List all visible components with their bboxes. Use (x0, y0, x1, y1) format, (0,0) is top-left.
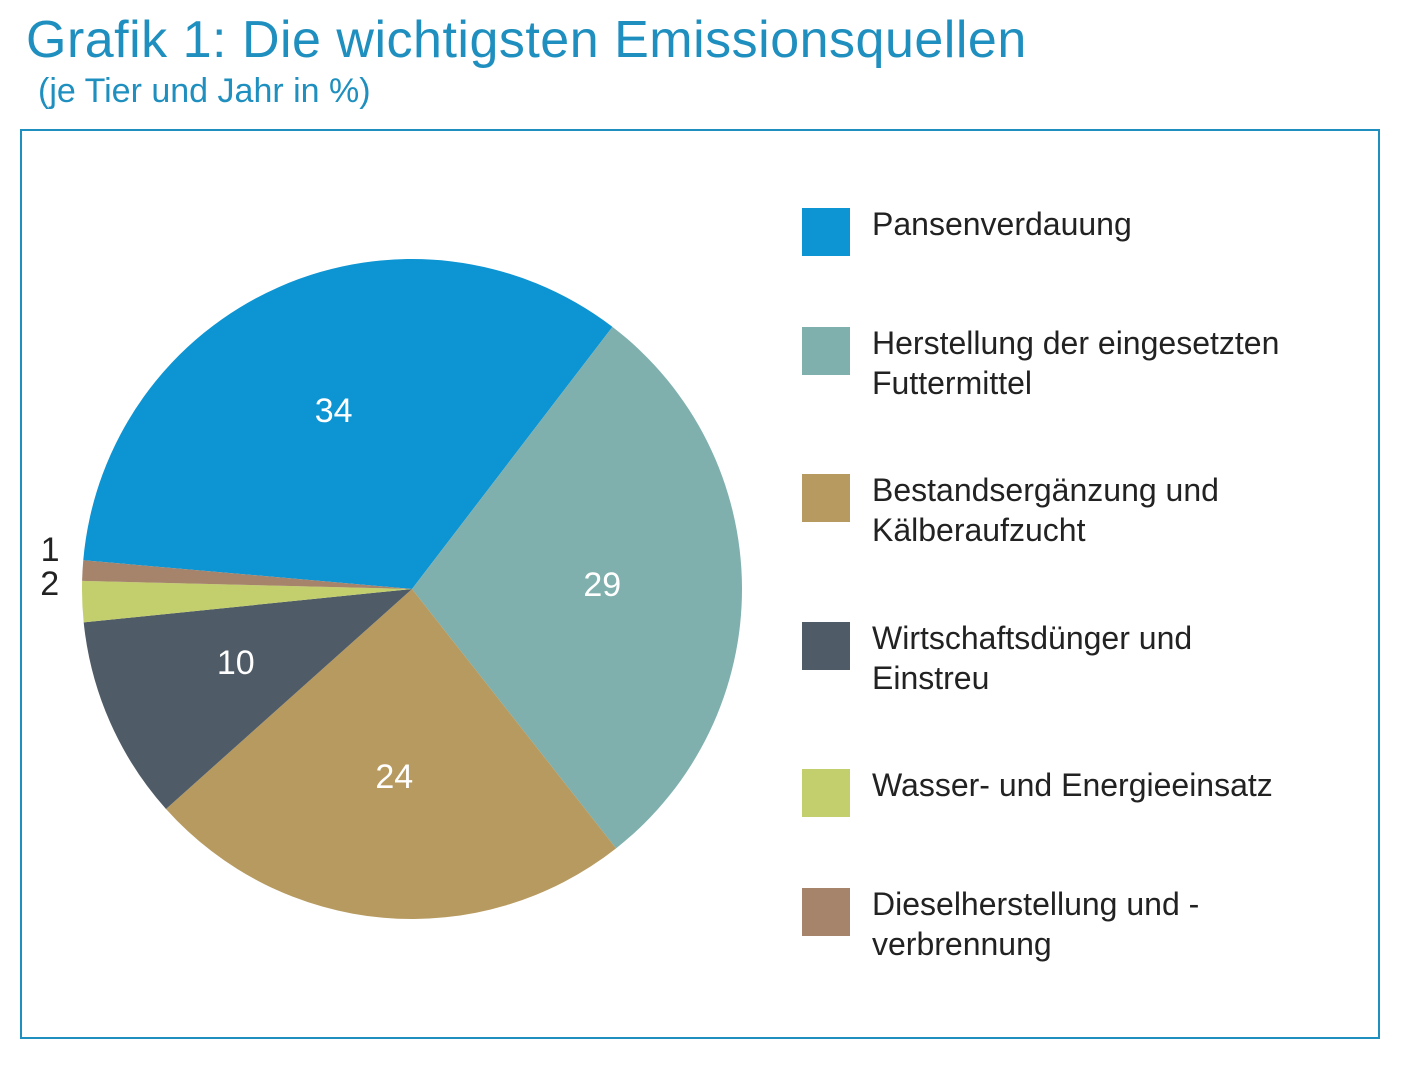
slice-value-label: 10 (217, 644, 255, 683)
chart-frame: 34 29 24 10 21 Pansenverdauung Herstellung de… (20, 129, 1380, 1039)
legend-item: Wirtschaftsdünger und Einstreu (802, 618, 1328, 698)
slice-value-label: 29 (583, 566, 621, 605)
legend-label: Wirtschaftsdünger und Einstreu (872, 618, 1292, 698)
legend-label: Bestandsergänzung und Kälberaufzucht (872, 470, 1292, 550)
legend-item: Herstellung der eingesetzten Futtermitte… (802, 323, 1328, 403)
legend-label: Pansenverdauung (872, 204, 1132, 244)
legend-item: Bestandsergänzung und Kälberaufzucht (802, 470, 1328, 550)
chart-subtitle: (je Tier und Jahr in %) (38, 72, 1382, 111)
slice-value-label: 1 (41, 531, 60, 570)
legend: Pansenverdauung Herstellung der eingesetz… (772, 194, 1338, 974)
legend-label: Dieselherstellung und -verbrennung (872, 884, 1292, 964)
slice-value-label: 2 (40, 565, 59, 604)
legend-label: Wasser- und Energieeinsatz (872, 765, 1273, 805)
legend-label: Herstellung der eingesetzten Futtermitte… (872, 323, 1292, 403)
legend-item: Dieselherstellung und -verbrennung (802, 884, 1328, 964)
chart-title: Grafik 1: Die wichtigsten Emissionsquell… (26, 10, 1382, 70)
slice-value-label: 24 (375, 758, 413, 797)
legend-swatch (802, 474, 850, 522)
legend-swatch (802, 888, 850, 936)
legend-swatch (802, 208, 850, 256)
legend-swatch (802, 622, 850, 670)
pie-svg (82, 259, 742, 919)
slice-value-label: 34 (315, 392, 353, 431)
legend-swatch (802, 769, 850, 817)
legend-item: Wasser- und Energieeinsatz (802, 765, 1328, 817)
pie-chart: 3429241021 (72, 174, 772, 994)
page: Grafik 1: Die wichtigsten Emissionsquell… (0, 0, 1402, 1059)
legend-swatch (802, 327, 850, 375)
legend-item: Pansenverdauung (802, 204, 1328, 256)
